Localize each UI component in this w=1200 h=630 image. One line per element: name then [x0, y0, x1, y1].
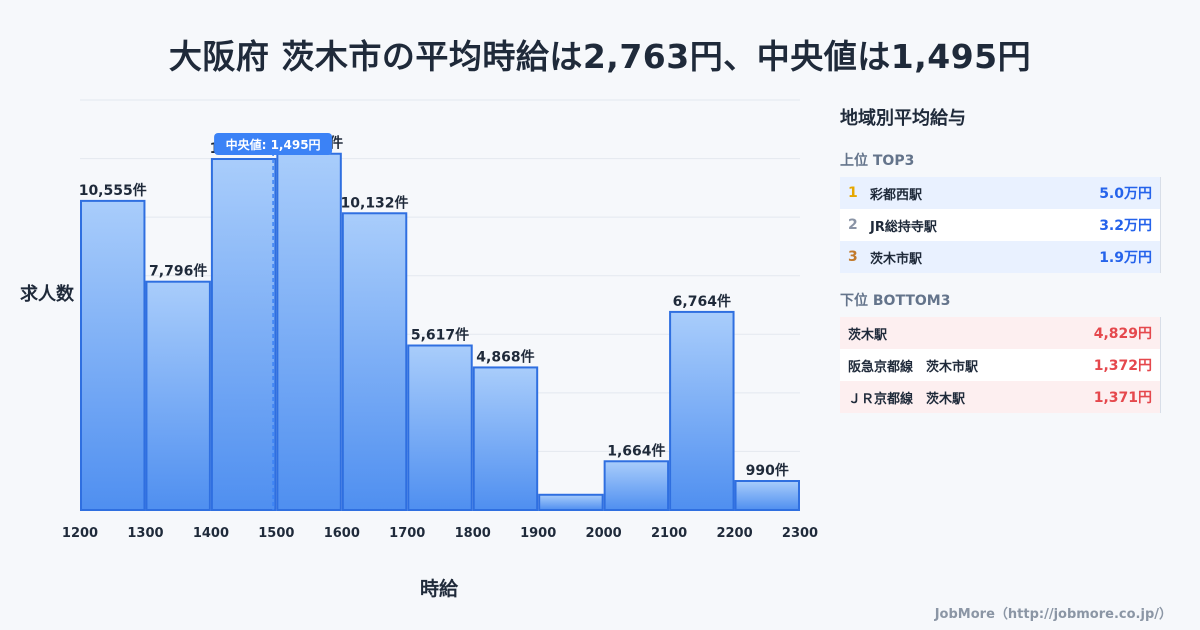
- x-tick-label: 1400: [193, 526, 229, 541]
- histogram-bar: [538, 493, 604, 511]
- average-wage: 1,372円: [1093, 358, 1152, 374]
- x-tick-label: 1800: [455, 526, 491, 541]
- bar-value-label: 1,664件: [607, 442, 665, 459]
- x-tick-label: 2100: [651, 526, 687, 541]
- x-tick-label: 1500: [258, 526, 294, 541]
- top-ranking-table: 1 彩都西駅 5.0万円 2 JR総持寺駅 3.2万円 3 茨木市駅 1.9万円: [840, 177, 1161, 273]
- top-rank-row: 2 JR総持寺駅 3.2万円: [840, 209, 1160, 241]
- bar-value-label: 990件: [746, 462, 789, 479]
- x-tick-label: 1700: [389, 526, 425, 541]
- median-tag: [214, 133, 333, 155]
- average-wage: 1.9万円: [1099, 250, 1152, 266]
- x-tick-label: 1200: [62, 526, 98, 541]
- station-name: 彩都西駅: [870, 187, 923, 203]
- rank-number: 2: [848, 217, 858, 233]
- x-tick-label: 2200: [716, 526, 752, 541]
- footer-credit: JobMore（http://jobmore.co.jp/）: [934, 607, 1172, 622]
- station-name: 茨木駅: [848, 327, 888, 343]
- station-name: JR総持寺駅: [870, 219, 937, 235]
- station-name: 阪急京都線 茨木市駅: [848, 359, 979, 375]
- x-tick-label: 1300: [127, 526, 163, 541]
- histogram-bar: [472, 366, 539, 511]
- sidebar-title: 地域別平均給与: [840, 108, 966, 129]
- y-axis-label: 求人数: [20, 284, 74, 305]
- top-rank-row: 3 茨木市駅 1.9万円: [840, 241, 1160, 273]
- histogram-bar: [145, 280, 211, 511]
- bottom-rank-row: ＪＲ京都線 茨木駅 1,371円: [840, 381, 1160, 413]
- x-tick-label: 1600: [324, 526, 360, 541]
- x-tick-label: 2000: [586, 526, 622, 541]
- histogram-bar: [80, 199, 146, 511]
- histogram-bar: [734, 480, 801, 511]
- median-tag-label: 中央値: 1,495円: [226, 137, 321, 152]
- average-wage: 5.0万円: [1099, 186, 1152, 202]
- histogram-bar: [603, 460, 670, 512]
- bottom-section-label: 下位 BOTTOM3: [840, 293, 951, 309]
- histogram-chart: 10,555件7,796件11,985件12,165件10,132件5,617件…: [62, 99, 818, 541]
- x-tick-label: 2300: [782, 526, 818, 541]
- average-wage: 1,371円: [1093, 390, 1152, 406]
- x-axis-label: 時給: [420, 578, 459, 600]
- average-wage: 4,829円: [1093, 326, 1152, 342]
- rank-number: 3: [848, 249, 858, 265]
- bar-value-label: 10,555件: [79, 182, 147, 199]
- bottom-rank-row: 茨木駅 4,829円: [840, 317, 1160, 349]
- page-title: 大阪府 茨木市の平均時給は2,763円、中央値は1,495円: [168, 37, 1032, 76]
- x-tick-label: 1900: [520, 526, 556, 541]
- histogram-bar: [407, 344, 473, 511]
- station-name: ＪＲ京都線 茨木駅: [848, 391, 966, 407]
- bar-value-label: 7,796件: [149, 263, 207, 280]
- histogram-bar: [276, 152, 342, 511]
- histogram-bar: [669, 310, 735, 512]
- rank-number: 1: [848, 185, 858, 201]
- histogram-bar: [210, 158, 277, 511]
- histogram-bar: [341, 212, 408, 512]
- top-section-label: 上位 TOP3: [840, 153, 915, 169]
- bar-value-label: 4,868件: [476, 348, 534, 365]
- bar-value-label: 10,132件: [341, 194, 409, 211]
- average-wage: 3.2万円: [1099, 218, 1152, 234]
- bottom-ranking-table: 茨木駅 4,829円 阪急京都線 茨木市駅 1,372円 ＪＲ京都線 茨木駅 1…: [840, 317, 1161, 413]
- station-name: 茨木市駅: [870, 251, 923, 267]
- bottom-rank-row: 阪急京都線 茨木市駅 1,372円: [840, 349, 1160, 381]
- bar-value-label: 6,764件: [673, 293, 731, 310]
- bar-value-label: 5,617件: [411, 327, 469, 344]
- top-rank-row: 1 彩都西駅 5.0万円: [840, 177, 1160, 209]
